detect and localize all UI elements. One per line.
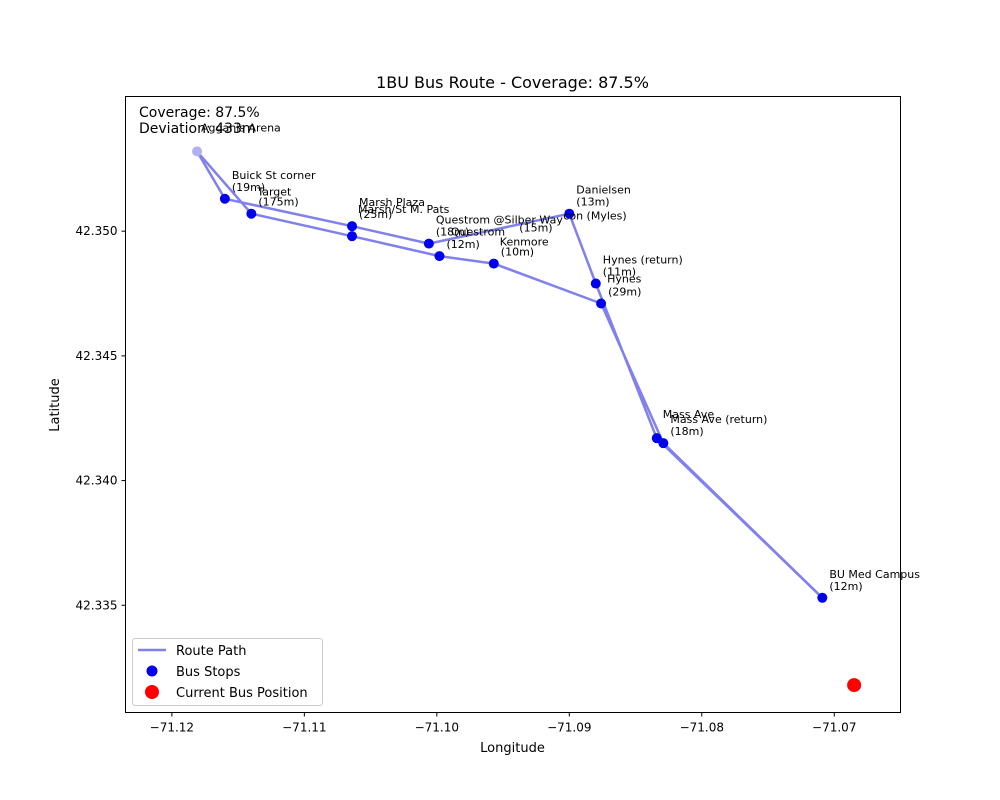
bus-stop-label-line: (19m) [232, 181, 265, 194]
bus-stop-label-line: BU Med Campus [829, 568, 920, 581]
bus-stop-extra-label: Agganis Arena [201, 121, 281, 134]
bus-stop-label-line: Danielsen [576, 184, 631, 197]
bus-stop-label-line: (13m) [576, 196, 609, 209]
legend-route-label: Route Path [176, 644, 246, 659]
bus-stop-point [219, 193, 230, 204]
legend-current-swatch [145, 685, 159, 699]
coverage-text: Coverage: 87.5% [139, 105, 260, 121]
legend-stops-swatch [146, 665, 158, 677]
plot-frame [125, 96, 901, 713]
bus-stop-layer [192, 146, 828, 603]
bus-stop-label-line: (29m) [608, 285, 641, 298]
bus-stop-label-line: (10m) [501, 246, 534, 259]
bus-stop-label: BU Med Campus (12m) [829, 568, 920, 593]
legend-box [132, 638, 323, 706]
legend-stops-label: Bus Stops [176, 665, 241, 680]
bus-stop-point [246, 208, 257, 219]
bus-stop-label: Buick St corner (19m) [232, 169, 316, 194]
bus-stop-point [564, 208, 575, 219]
bus-stop-label-line: (11m) [603, 266, 636, 279]
bus-stop-label: (12m) [446, 238, 479, 251]
bus-stop-label-line: (25m) [359, 208, 392, 221]
bus-stop-extra-label: con (Myles) [563, 210, 626, 223]
bus-stop-label-line: Questrom @Silber Way [436, 214, 563, 227]
bus-stop-point [488, 258, 499, 269]
bus-stop-label-line: (175m) [258, 196, 298, 209]
bus-stop-label: Hynes (return) (11m) [603, 254, 683, 279]
bus-stop-point [596, 298, 607, 309]
info-box: Coverage: 87.5% Deviation: 433m [139, 105, 260, 137]
bus-stop-extra-label: Questrom [451, 226, 505, 239]
bus-stop-point [423, 238, 434, 249]
bus-stop-label-line: Buick St corner [232, 169, 316, 182]
y-tick-label: 42.345 [76, 349, 118, 363]
y-axis-label: Latitude [48, 378, 63, 432]
y-tick-label: 42.350 [76, 224, 118, 238]
bus-stop-label-line: (18m) [670, 425, 703, 438]
bus-stop-extra-label: Kenmore [500, 236, 549, 249]
bus-stop-point [590, 278, 601, 289]
chart-title: 1BU Bus Route - Coverage: 87.5% [376, 73, 649, 92]
x-axis-label: Longitude [480, 741, 545, 756]
bus-stop-label: (175m) [258, 196, 298, 209]
x-tick-label: −71.09 [547, 721, 591, 735]
bus-stop-point [658, 438, 669, 449]
y-axis-ticks: 42.335 42.340 42.345 42.350 [76, 224, 126, 612]
bus-stop-label: Marsh Plaza (25m) [359, 196, 425, 221]
x-tick-label: −71.11 [282, 721, 326, 735]
bus-stop-label-line: (12m) [446, 238, 479, 251]
bus-stop-label: Mass Ave (return) (18m) [670, 413, 767, 438]
deviation-text: Deviation: 433m [139, 121, 256, 137]
bus-stop-label: Danielsen (13m) [576, 184, 631, 209]
bus-stop-extra-label: Hynes [607, 272, 642, 285]
bus-stop-label-line: (18m) [436, 226, 469, 239]
bus-stop-point [192, 146, 203, 157]
stop-label-layer: Buick St corner (19m) (175m) Marsh Plaza (25… [201, 121, 920, 592]
current-position-layer [847, 678, 862, 693]
legend: Route Path Bus Stops Current Bus Positio… [132, 638, 323, 706]
x-tick-label: −71.08 [680, 721, 724, 735]
plot-area: Buick St corner (19m) (175m) Marsh Plaza (25… [192, 121, 920, 693]
bus-stop-extra-label: Marsh/St M. Pats [358, 203, 450, 216]
bus-stop-label-line: Hynes (return) [603, 254, 683, 267]
bus-stop-label: Questrom @Silber Way (18m) [436, 214, 563, 239]
bus-stop-label-line: Mass Ave (return) [670, 413, 767, 426]
x-tick-label: −71.12 [150, 721, 194, 735]
x-axis-ticks: −71.12 −71.11 −71.10 −71.09 −71.08 −71.07 [150, 712, 856, 735]
bus-stop-extra-label: Target [256, 186, 292, 199]
bus-stop-label-line: Marsh Plaza [359, 196, 425, 209]
bus-stop-point [347, 221, 358, 232]
y-tick-label: 42.335 [76, 598, 118, 612]
y-tick-label: 42.340 [76, 474, 118, 488]
bus-stop-label-line: (12m) [829, 580, 862, 593]
bus-stop-label: (10m) [501, 246, 534, 259]
legend-current-label: Current Bus Position [176, 686, 308, 701]
current-bus-position-point [847, 678, 862, 693]
bus-stop-point [817, 592, 828, 603]
bus-stop-label: (29m) [608, 285, 641, 298]
bus-stop-extra-label: Mass Ave [663, 408, 715, 421]
bus-stop-point [347, 231, 358, 242]
x-tick-label: −71.07 [812, 721, 856, 735]
x-tick-label: −71.10 [415, 721, 459, 735]
bus-stop-extra-label: (15m) [519, 222, 552, 235]
bus-stop-point [434, 251, 445, 262]
